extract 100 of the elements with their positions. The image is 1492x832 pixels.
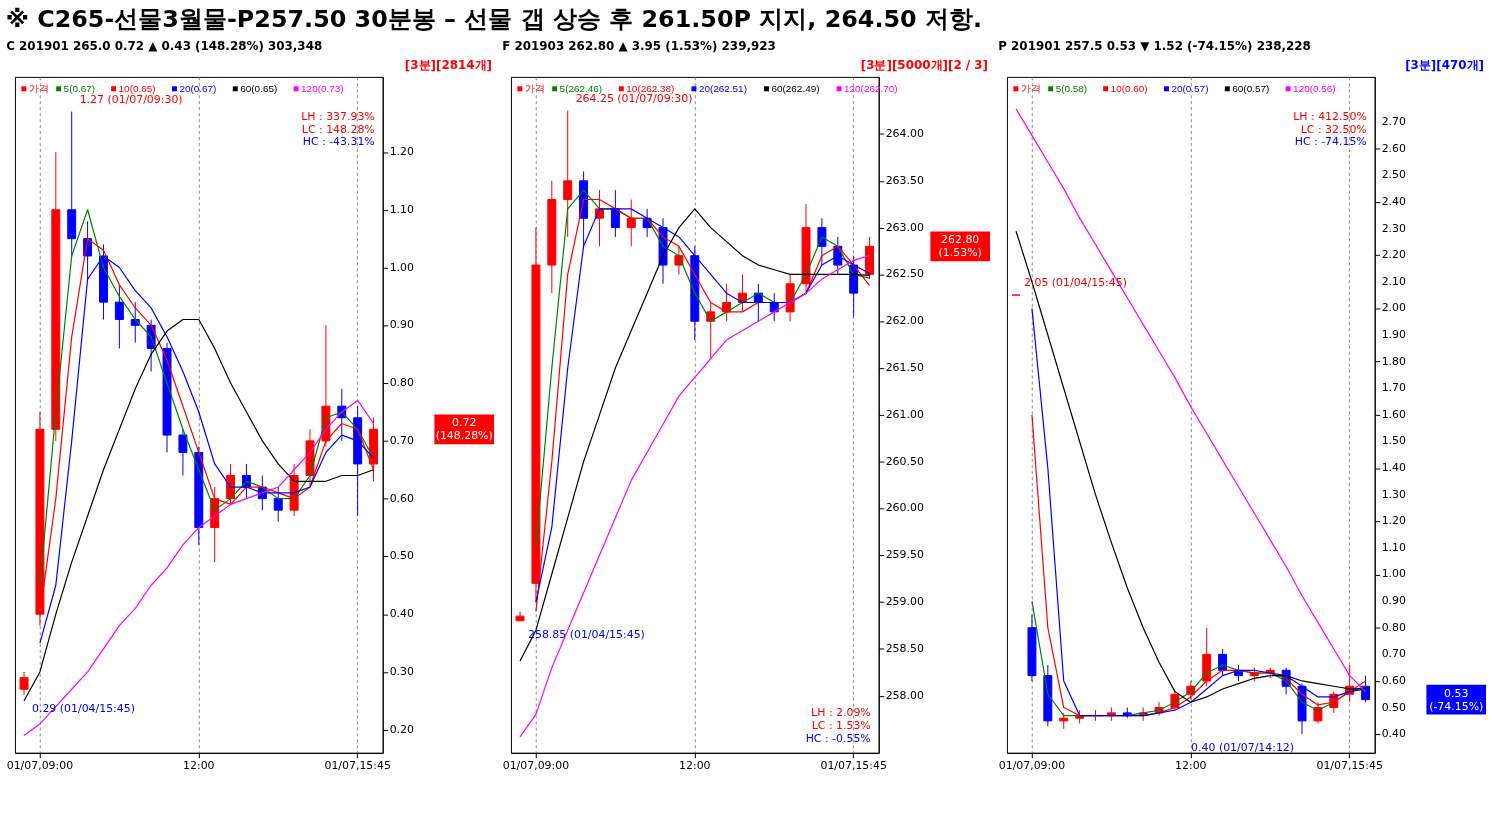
y-tick-label: 2.60 — [1381, 141, 1407, 155]
line-series — [23, 399, 375, 737]
y-tick-label: 1.30 — [1381, 487, 1407, 501]
y-tick-label: 0.70 — [1381, 647, 1407, 661]
y-tick-label: 0.70 — [389, 433, 415, 447]
legend-label: 60(0.65) — [240, 82, 278, 94]
y-tick-label: 259.50 — [885, 548, 924, 562]
annotation: HC : -74.15% — [1294, 135, 1367, 149]
text: [3분][2814개] — [404, 57, 493, 72]
y-tick-label: 1.20 — [389, 144, 415, 158]
y-tick-label: 262.50 — [885, 267, 924, 281]
y-tick-label: 2.00 — [1381, 301, 1407, 315]
y-tick-label: 2.30 — [1381, 221, 1407, 235]
y-tick-label: 258.00 — [885, 688, 924, 702]
y-tick-label: 2.70 — [1381, 115, 1407, 129]
y-tick-label: 0.90 — [389, 318, 415, 332]
annotation: LC : 32.50% — [1300, 122, 1367, 136]
y-tick-label: 1.10 — [389, 202, 415, 216]
legend-label: 10(0.60) — [1110, 82, 1148, 94]
y-tick-label: 0.80 — [1381, 620, 1407, 634]
x-tick-label: 12:00 — [183, 759, 215, 773]
y-tick-label: 260.50 — [885, 454, 924, 468]
legend-title: 가격 — [28, 82, 49, 94]
chart-title: C 201901 265.0 0.72 ▲ 0.43 (148.28%) 303,348 — [6, 39, 323, 54]
y-tick-label: 259.00 — [885, 595, 924, 609]
x-tick-label: 01/07,15:45 — [820, 759, 887, 773]
legend-title: 가격 — [1020, 82, 1041, 94]
y-tick-label: 0.80 — [389, 376, 415, 390]
legend-label: 60(262.49) — [771, 82, 820, 94]
text: 262.80 (1.53%) — [938, 233, 982, 260]
y-tick-label: 258.50 — [885, 641, 924, 655]
annotation: HC : -43.31% — [302, 135, 375, 149]
x-tick-label: 12:00 — [1175, 759, 1207, 773]
legend-label: 120(0.56) — [1293, 82, 1336, 94]
candlestick — [114, 284, 124, 349]
legend-label: 10(0.65) — [118, 82, 156, 94]
y-tick-label: 0.40 — [1381, 727, 1407, 741]
annotation: LH : 412.50% — [1293, 109, 1367, 123]
annotation: HC : -0.55% — [805, 731, 871, 745]
y-tick-label: 0.40 — [389, 607, 415, 621]
y-tick-label: 1.00 — [1381, 567, 1407, 581]
text: ※ C265-선물3월물-P257.50 30분봉 – 선물 갭 상승 후 261.50P 지지, 264.50 저항. — [5, 4, 983, 33]
annotation: LH : 337.93% — [301, 109, 375, 123]
y-tick-label: 1.60 — [1381, 407, 1407, 421]
legend-label: 60(0.57) — [1232, 82, 1270, 94]
text: [3분][470개] — [1405, 57, 1485, 72]
y-tick-label: 0.20 — [389, 722, 415, 736]
annotation: 0.40 (01/07/14:12) — [1191, 741, 1295, 755]
candlestick — [19, 671, 29, 696]
legend-label: 5(0.58) — [1055, 82, 1088, 94]
x-tick-label: 01/07,09:00 — [502, 759, 570, 773]
text: 0.53 (-74.15%) — [1429, 686, 1484, 713]
y-tick-label: 264.00 — [885, 126, 924, 140]
y-tick-label: 263.50 — [885, 173, 924, 187]
legend-label: 120(0.73) — [301, 82, 344, 94]
line-series — [535, 189, 871, 547]
y-tick-label: 1.20 — [1381, 514, 1407, 528]
line-series — [23, 318, 375, 702]
y-tick-label: 0.90 — [1381, 594, 1407, 608]
annotation: LH : 2.09% — [811, 706, 871, 720]
y-tick-label: 263.00 — [885, 220, 924, 234]
y-tick-label: 1.90 — [1381, 328, 1407, 341]
y-tick-label: 0.30 — [389, 664, 415, 678]
y-tick-label: 260.00 — [885, 501, 924, 515]
candlestick — [273, 486, 283, 523]
text: 0.72 (148.28%) — [435, 416, 493, 443]
y-tick-label: 2.20 — [1381, 248, 1407, 262]
x-tick-label: 01/07,09:00 — [6, 759, 74, 773]
x-tick-label: 01/07,15:45 — [324, 759, 391, 773]
y-tick-label: 1.10 — [1381, 540, 1407, 554]
legend-label: 20(0.67) — [179, 82, 217, 94]
y-tick-label: 1.40 — [1381, 461, 1407, 475]
text: [3분][5000개][2 / 3] — [860, 57, 989, 72]
candlestick — [178, 428, 188, 477]
y-tick-label: 0.50 — [1381, 700, 1407, 714]
y-tick-label: 1.00 — [389, 260, 415, 274]
chart-title: P 201901 257.5 0.53 ▼ 1.52 (-74.15%) 238,228 — [998, 39, 1311, 54]
y-tick-label: 0.60 — [389, 491, 415, 505]
y-tick-label: 1.80 — [1381, 354, 1407, 368]
legend-title: 가격 — [524, 82, 545, 94]
legend-label: 20(262.51) — [698, 82, 747, 94]
legend-label: 5(0.67) — [63, 82, 96, 94]
y-tick-label: 2.50 — [1381, 168, 1407, 182]
chart-title: F 201903 262.80 ▲ 3.95 (1.53%) 239,923 — [502, 39, 776, 54]
y-tick-label: 0.50 — [389, 549, 415, 563]
legend-label: 20(0.57) — [1171, 82, 1209, 94]
x-tick-label: 01/07,09:00 — [998, 759, 1066, 773]
x-tick-label: 01/07,15:45 — [1316, 759, 1383, 773]
y-tick-label: 2.40 — [1381, 194, 1407, 208]
y-tick-label: 0.60 — [1381, 673, 1407, 687]
y-tick-label: 2.10 — [1381, 274, 1407, 288]
annotation: LC : 1.53% — [811, 718, 871, 732]
x-tick-label: 12:00 — [679, 759, 711, 773]
y-tick-label: 261.50 — [885, 361, 924, 375]
y-tick-label: 261.00 — [885, 407, 924, 421]
y-tick-label: 262.00 — [885, 314, 924, 328]
y-tick-label: 1.70 — [1381, 381, 1407, 395]
legend-label: 10(262.38) — [626, 82, 675, 94]
candlestick — [817, 217, 827, 266]
y-tick-label: 1.50 — [1381, 434, 1407, 448]
